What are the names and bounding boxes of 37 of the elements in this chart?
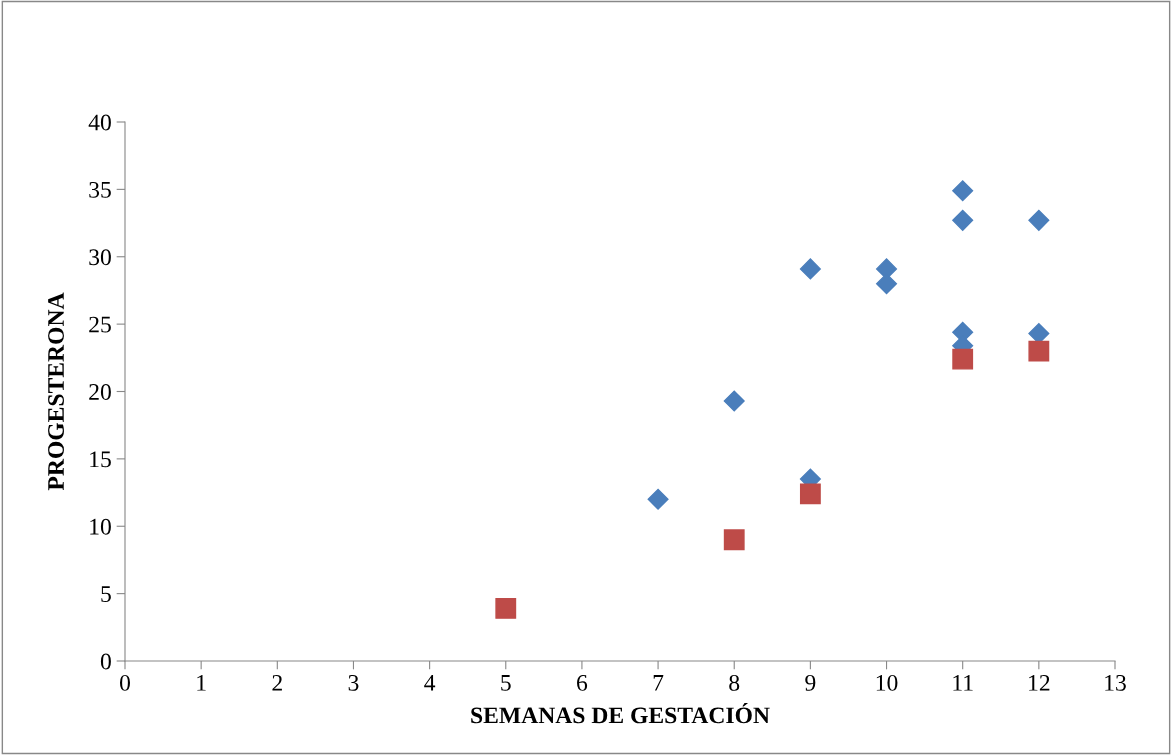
point (723, 529, 745, 551)
y-tick-label: 0 (100, 653, 111, 670)
point (799, 483, 821, 505)
y-tick-label: 15 (90, 451, 111, 468)
point (1028, 340, 1050, 362)
x-tick-label: 2 (272, 674, 282, 691)
x-tick-label: 5 (501, 675, 511, 691)
x-tick-label: 8 (729, 674, 740, 691)
x-tick-label: 9 (805, 674, 816, 691)
point (799, 258, 821, 280)
y-axis-title: PROGESTERONA (48, 292, 64, 491)
point (495, 598, 517, 619)
point (952, 348, 974, 370)
y-tick-label: 35 (89, 181, 111, 198)
x-tick-label: 7 (653, 675, 664, 691)
y-tick-label: 5 (101, 586, 111, 603)
x-tick-label: 4 (424, 675, 436, 691)
y-tick-label: 30 (89, 249, 111, 266)
x-tick-label: 6 (577, 674, 588, 691)
point (952, 180, 974, 202)
x-tick-label: 13 (1105, 674, 1126, 691)
point (723, 390, 745, 412)
x-tick-label: 10 (876, 674, 898, 691)
point (1028, 209, 1050, 231)
x-tick-label: 3 (348, 674, 359, 691)
point (876, 273, 898, 295)
y-tick-label: 25 (89, 316, 111, 333)
x-tick-label: 1 (197, 674, 206, 691)
x-axis-title: SEMANAS DE GESTACIÓN (471, 702, 770, 724)
y-tick-label: 10 (90, 518, 111, 535)
x-tick-label: 12 (1029, 674, 1050, 691)
y-tick-label: 40 (88, 114, 111, 131)
point (647, 488, 669, 510)
y-tick-label: 20 (89, 383, 111, 400)
x-tick-label: 0 (120, 674, 130, 691)
x-tick-label: 11 (953, 674, 973, 691)
point (952, 209, 974, 231)
